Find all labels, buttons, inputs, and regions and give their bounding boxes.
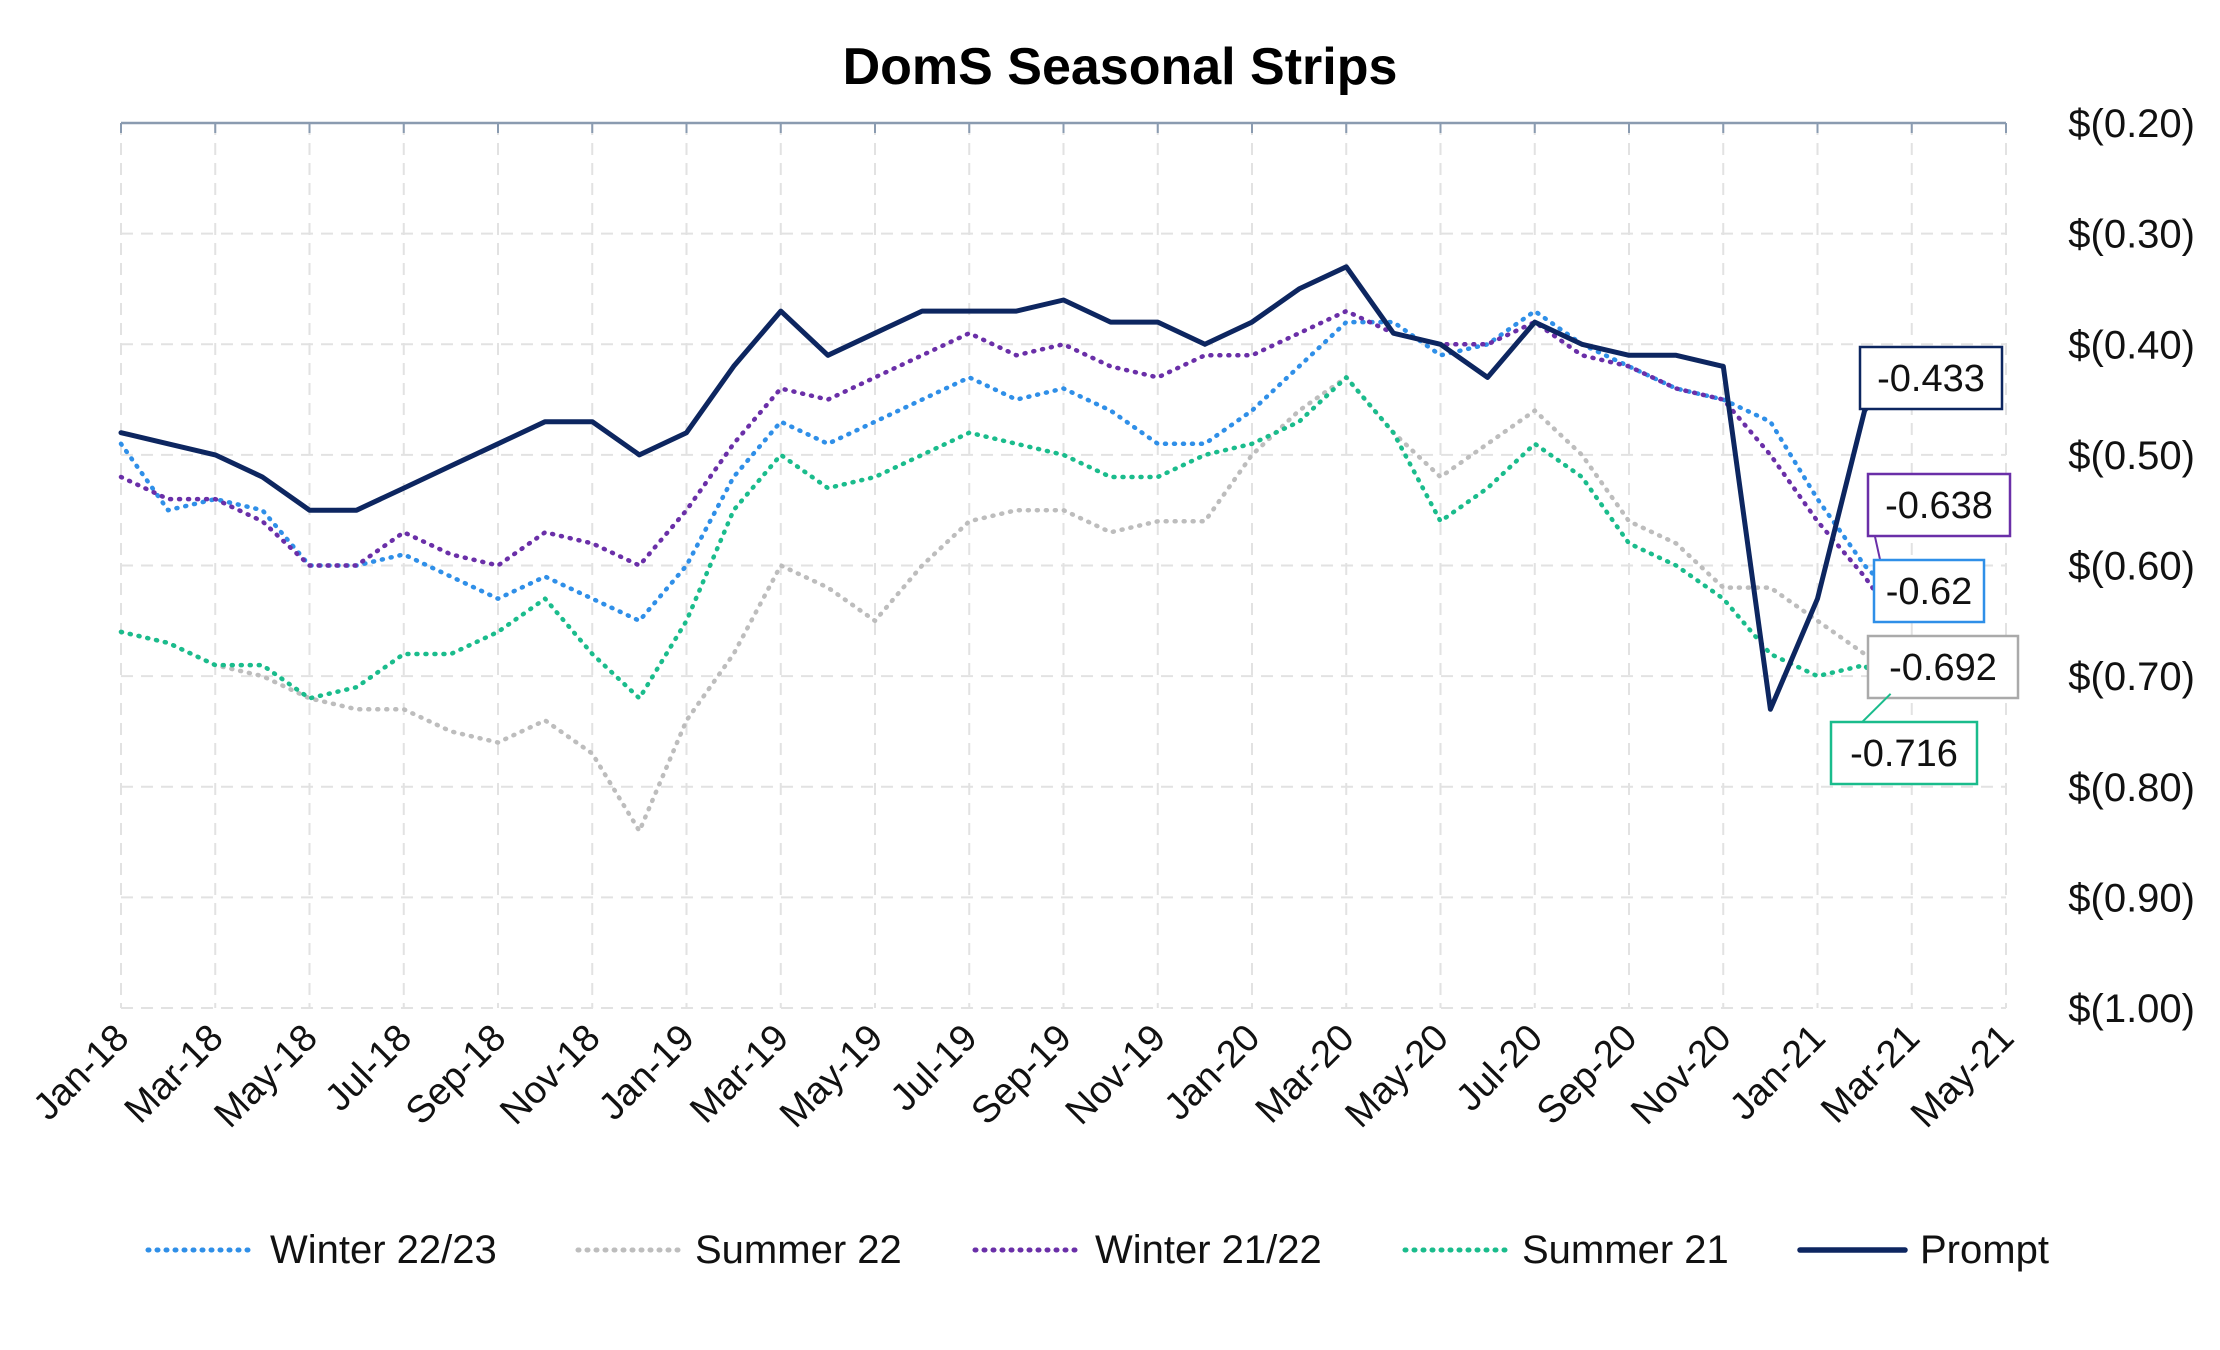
x-tick-label: Jan-19 <box>591 1017 703 1129</box>
y-tick-label: $(0.60) <box>2068 545 2195 589</box>
x-tick-label: May-20 <box>1338 1017 1457 1136</box>
legend-item-summer-21: Summer 21 <box>1402 1228 1729 1272</box>
x-tick-label: Nov-19 <box>1058 1017 1174 1133</box>
legend-item-winter-22-23: Winter 22/23 <box>145 1228 497 1272</box>
y-tick-label: $(0.90) <box>2068 876 2195 920</box>
callout-layer: -0.433 -0.638 -0.62 -0.692 -0.716 <box>1829 345 2020 786</box>
y-tick-label: $(1.00) <box>2068 987 2195 1031</box>
legend-label: Summer 21 <box>1522 1228 1729 1272</box>
x-tick-label: Nov-18 <box>492 1017 608 1133</box>
legend-label: Summer 22 <box>695 1228 902 1272</box>
x-tick-label: Jan-20 <box>1156 1017 1268 1129</box>
x-tick-label: Sep-20 <box>1529 1017 1645 1133</box>
callout-value: -0.638 <box>1885 485 1993 527</box>
callout-box <box>1829 720 1979 786</box>
legend-label: Prompt <box>1920 1228 2049 1272</box>
x-tick-label: May-21 <box>1903 1017 2022 1136</box>
callout-box <box>1872 558 1986 624</box>
end-label-prompt: -0.433 <box>1858 345 2004 411</box>
chart-title: DomS Seasonal Strips <box>843 38 1398 96</box>
x-tick-label: Nov-20 <box>1623 1017 1739 1133</box>
y-tick-label: $(0.50) <box>2068 434 2195 478</box>
x-tick-label: Sep-18 <box>398 1017 514 1133</box>
legend-item-winter-21-22: Winter 21/22 <box>972 1228 1322 1272</box>
series-layer <box>118 264 1890 834</box>
x-tick-label: May-18 <box>207 1017 326 1136</box>
legend-label: Winter 22/23 <box>270 1228 497 1272</box>
series-line-prompt <box>118 264 1890 712</box>
axis-layer: $(0.20) $(0.30) $(0.40) $(0.50) $(0.60) $(0.7… <box>25 102 2195 1136</box>
y-tick-label: $(0.80) <box>2068 766 2195 810</box>
series-line-winter-22-23 <box>118 308 1889 624</box>
x-tick-label: Sep-19 <box>964 1017 1080 1133</box>
y-tick-label: $(0.30) <box>2068 213 2195 257</box>
x-tick-label: Jan-21 <box>1722 1017 1834 1129</box>
legend-item-prompt: Prompt <box>1797 1228 2049 1272</box>
callout-box <box>1858 345 2004 411</box>
grid-layer <box>120 123 2007 1009</box>
callout-value: -0.716 <box>1850 733 1958 775</box>
series-line-summer-22 <box>118 375 1889 834</box>
callout-value: -0.433 <box>1877 358 1985 400</box>
callout-value: -0.692 <box>1889 647 1997 689</box>
legend-layer: Winter 22/23 Summer 22 Winter 21/22 Summer … <box>145 1228 2049 1272</box>
x-tick-label: May-19 <box>772 1017 891 1136</box>
legend-item-summer-22: Summer 22 <box>575 1228 902 1272</box>
series-line-winter-21-22 <box>118 308 1889 610</box>
callout-box <box>1866 472 2012 538</box>
x-tick-label: Jan-18 <box>25 1017 137 1129</box>
end-label-summer-22: -0.692 <box>1866 634 2020 700</box>
series-line-summer-21 <box>118 375 1889 701</box>
end-label-winter-22-23: -0.62 <box>1872 558 1986 624</box>
y-tick-label: $(0.70) <box>2068 655 2195 699</box>
end-label-winter-21-22: -0.638 <box>1866 472 2012 608</box>
end-label-summer-21: -0.716 <box>1829 693 1979 786</box>
callout-box <box>1866 634 2020 700</box>
legend-label: Winter 21/22 <box>1095 1228 1322 1272</box>
y-tick-label: $(0.20) <box>2068 102 2195 146</box>
y-tick-label: $(0.40) <box>2068 323 2195 367</box>
callout-value: -0.62 <box>1886 571 1973 613</box>
